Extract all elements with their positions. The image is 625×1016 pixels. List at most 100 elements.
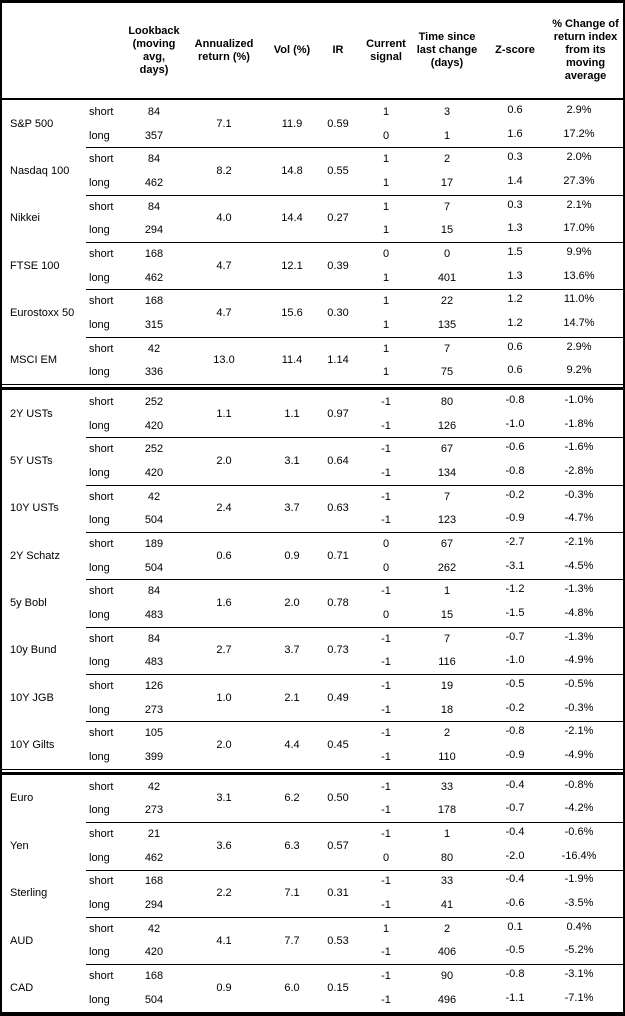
ir-value: 0.57 xyxy=(327,839,349,852)
ir-value: 0.31 xyxy=(327,887,349,900)
asset-block: 2Y USTs short long 252 420 1.1 1.1 0.97 … xyxy=(2,390,623,437)
signal-value: 1 xyxy=(382,295,390,308)
pct-change-value: 2.0% xyxy=(566,151,592,164)
signal-column: -1 -1 xyxy=(360,390,412,437)
ir-value: 0.39 xyxy=(327,259,349,272)
asset-name: 2Y USTs xyxy=(10,407,53,420)
time-since-value: 19 xyxy=(440,679,454,692)
lookback-value: 84 xyxy=(147,585,161,598)
pct-change-column: 9.9% 13.6% xyxy=(548,242,623,289)
annualized-return-value: 4.0 xyxy=(216,212,232,225)
asset-block: 5y Bobl short long 84 483 1.6 2.0 0.78 -… xyxy=(2,579,623,626)
time-since-column: 1 15 xyxy=(412,579,482,626)
vol-value: 15.6 xyxy=(281,307,303,320)
asset-block: AUD short long 42 420 4.1 7.7 0.53 1 -1 … xyxy=(2,916,623,964)
vol-value: 4.4 xyxy=(284,739,300,752)
horizon-column: short long xyxy=(86,532,128,579)
lookback-value: 168 xyxy=(144,875,164,888)
horizon-column: short long xyxy=(86,337,128,384)
col-header-horizon xyxy=(86,3,128,98)
signal-value: 1 xyxy=(382,342,390,355)
signal-value: 0 xyxy=(382,247,390,260)
signal-value: -1 xyxy=(381,632,391,645)
lookback-value: 336 xyxy=(144,366,164,379)
ir-value: 0.78 xyxy=(327,597,349,610)
annualized-return-value: 0.9 xyxy=(216,981,232,994)
pct-change-value: -3.1% xyxy=(564,968,594,981)
zscore-value: -0.5 xyxy=(505,944,525,957)
pct-change-value: 14.7% xyxy=(563,316,595,329)
lookback-column: 252 420 xyxy=(128,390,180,437)
lookback-column: 42 420 xyxy=(128,917,180,964)
ir-value: 0.15 xyxy=(327,981,349,994)
lookback-value: 42 xyxy=(147,490,161,503)
signal-value: -1 xyxy=(381,395,391,408)
horizon-column: short long xyxy=(86,579,128,626)
lookback-column: 168 315 xyxy=(128,289,180,336)
row-label-short: short xyxy=(89,875,114,888)
pct-change-column: -1.9% -3.5% xyxy=(548,870,623,917)
ir-value: 1.14 xyxy=(327,354,349,367)
row-label-long: long xyxy=(89,804,110,817)
lookback-value: 189 xyxy=(144,537,164,550)
zscore-value: -2.0 xyxy=(505,849,525,862)
signal-value: -1 xyxy=(381,466,391,479)
signal-value: -1 xyxy=(381,827,391,840)
lookback-column: 84 357 xyxy=(128,100,180,147)
row-label-long: long xyxy=(89,366,110,379)
lookback-column: 252 420 xyxy=(128,437,180,484)
zscore-value: -0.9 xyxy=(505,512,525,525)
pct-change-value: -4.5% xyxy=(564,559,594,572)
signal-value: 0 xyxy=(382,851,390,864)
zscore-value: -0.5 xyxy=(505,677,525,690)
signal-value: 0 xyxy=(382,608,390,621)
signal-column: -1 -1 xyxy=(360,437,412,484)
zscore-value: -0.7 xyxy=(505,802,525,815)
zscore-column: -0.4 -0.6 xyxy=(482,870,548,917)
asset-block: FTSE 100 short long 168 462 4.7 12.1 0.3… xyxy=(2,242,623,289)
time-since-column: 67 134 xyxy=(412,437,482,484)
asset-name: MSCI EM xyxy=(10,354,58,367)
horizon-column: short long xyxy=(86,195,128,242)
zscore-column: -0.8 -1.1 xyxy=(482,964,548,1011)
time-since-column: 67 262 xyxy=(412,532,482,579)
vol-value: 3.7 xyxy=(284,644,300,657)
zscore-column: -0.6 -0.8 xyxy=(482,437,548,484)
time-since-value: 401 xyxy=(437,271,457,284)
row-label-short: short xyxy=(89,922,114,935)
signal-value: 0 xyxy=(382,561,390,574)
time-since-value: 18 xyxy=(440,703,454,716)
time-since-column: 3 1 xyxy=(412,100,482,147)
col-header-ir: IR xyxy=(332,44,344,56)
row-label-short: short xyxy=(89,105,114,118)
pct-change-value: -2.1% xyxy=(564,535,594,548)
lookback-value: 273 xyxy=(144,703,164,716)
time-since-column: 7 123 xyxy=(412,485,482,532)
row-label-long: long xyxy=(89,271,110,284)
lookback-column: 42 336 xyxy=(128,337,180,384)
row-label-long: long xyxy=(89,318,110,331)
asset-name: CAD xyxy=(10,981,34,994)
asset-name: Nasdaq 100 xyxy=(10,165,70,178)
annualized-return-value: 13.0 xyxy=(213,354,235,367)
pct-change-value: -3.5% xyxy=(564,897,594,909)
pct-change-value: -4.8% xyxy=(564,606,594,619)
pct-change-value: -4.9% xyxy=(564,748,594,761)
table-body: S&P 500 short long 84 357 7.1 11.9 0.59 … xyxy=(2,100,623,1012)
asset-block: 10y Bund short long 84 483 2.7 3.7 0.73 … xyxy=(2,626,623,674)
time-since-value: 41 xyxy=(440,899,454,911)
horizon-column: short long xyxy=(86,147,128,194)
row-label-short: short xyxy=(89,827,114,840)
time-since-value: 1 xyxy=(443,129,451,142)
annualized-return-value: 7.1 xyxy=(216,117,232,130)
zscore-value: -0.2 xyxy=(505,701,525,714)
zscore-value: -0.7 xyxy=(505,630,525,643)
lookback-value: 105 xyxy=(144,727,164,740)
vol-value: 1.1 xyxy=(284,407,300,420)
signal-column: 1 0 xyxy=(360,100,412,147)
signal-column: 1 1 xyxy=(360,289,412,336)
zscore-value: -0.4 xyxy=(505,778,525,791)
zscore-value: 0.3 xyxy=(507,151,523,164)
zscore-column: -1.2 -1.5 xyxy=(482,579,548,626)
asset-name: Yen xyxy=(10,839,29,852)
